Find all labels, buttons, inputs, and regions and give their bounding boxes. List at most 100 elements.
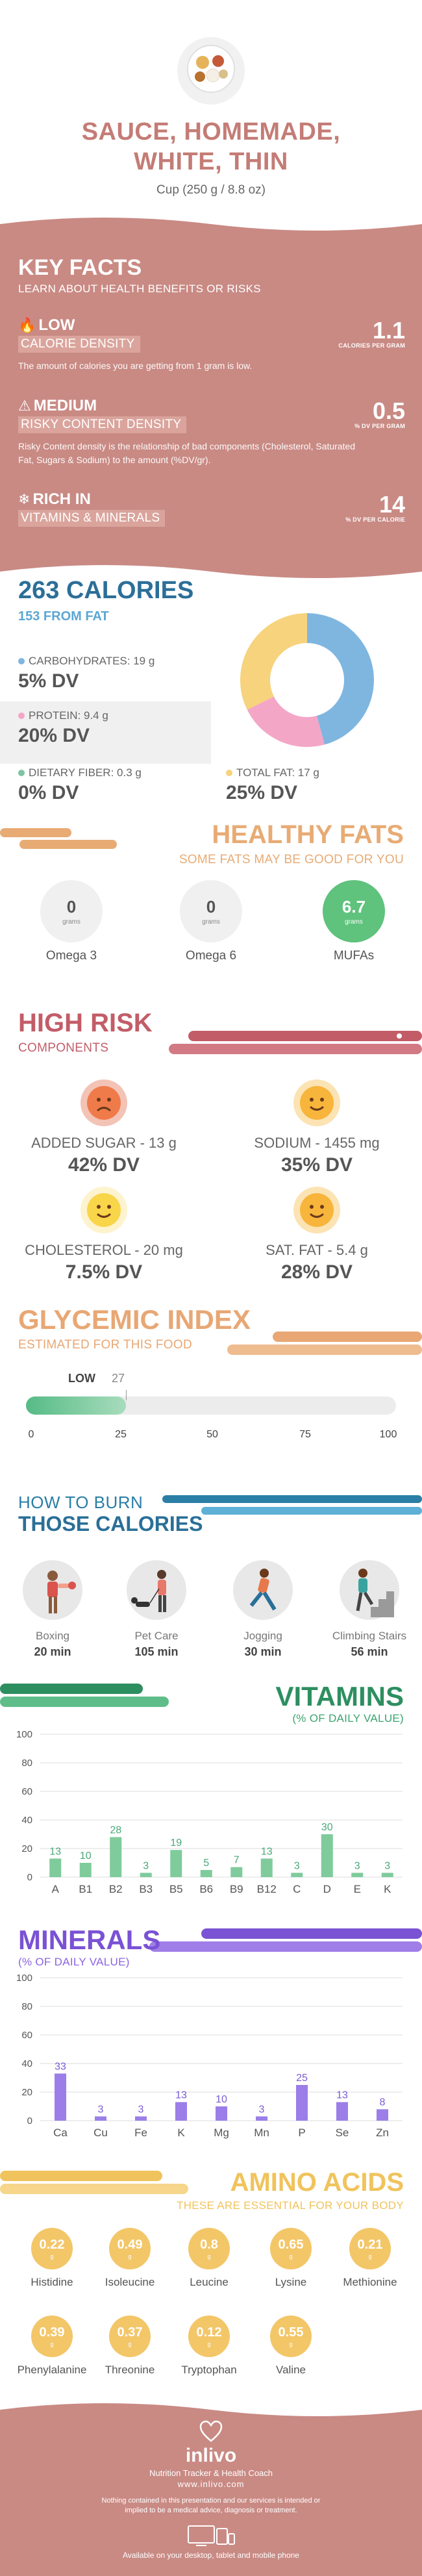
key-fact-level: LOW [38,316,75,334]
amino-acid-label: Valine [276,2364,306,2376]
activity-label: Climbing Stairs [332,1630,407,1642]
amino-acid-valine: 0.55 g Valine [252,2316,330,2377]
fat-unit: grams [345,918,363,926]
amino-acid-label: Methionine [343,2276,397,2288]
high-risk-subtitle: COMPONENTS [18,1041,109,1055]
activity-label: Pet Care [134,1630,179,1642]
amino-acid-circle: 0.37 g [109,2316,151,2357]
risk-label: SODIUM - 1455 mg [254,1135,380,1151]
glycemic-marker [125,1390,127,1400]
key-fact-unit: % DV PER CALORIE [345,516,405,523]
minerals-banner-decoration [149,1928,422,1952]
bar-b2 [110,1837,122,1877]
footer: inlivo Nutrition Tracker & Health Coach … [0,2397,422,2576]
bar-value-label: 25 [296,2073,308,2084]
amino-acid-unit: g [50,2253,54,2260]
y-tick-label: 20 [21,1843,32,1854]
sauce-bowl-icon [177,37,245,105]
calories-section: 263 CALORIES 153 FROM FAT CARBOHYDRATES:… [0,572,422,812]
bar-b1 [79,1863,92,1877]
footer-url[interactable]: www.inlivo.com [177,2479,245,2489]
risk-banner-decoration [169,1031,422,1054]
activity-jogging: Jogging 30 min [214,1559,312,1659]
glycemic-fill [26,1396,126,1415]
macro-dv: 20% DV [18,725,90,746]
bar-se [336,2102,348,2121]
amino-acid-tryptophan: 0.12 g Tryptophan [170,2316,248,2377]
fat-value: 6.7 [341,897,366,916]
glycemic-tick: 100 [379,1429,397,1440]
bar-fe [135,2116,147,2121]
bar-value-label: 3 [143,1860,149,1871]
glycemic-tick: 25 [115,1429,127,1440]
bar-value-label: 10 [80,1850,92,1862]
bar-b12 [260,1858,273,1877]
smile-face-icon [81,1187,127,1233]
bar-p [296,2085,308,2121]
y-tick-label: 80 [21,1758,32,1769]
activity-minutes: 56 min [351,1645,388,1658]
amino-banner-decoration [0,2171,188,2194]
y-tick-label: 60 [21,2030,32,2041]
amino-acid-value: 0.39 [39,2325,65,2340]
key-fact-calorie-density: 🔥 LOW CALORIE DENSITY The amount of calor… [18,316,405,373]
x-category-label: B2 [109,1883,123,1895]
y-tick-label: 40 [21,2058,32,2069]
macro-donut-chart [240,613,374,747]
amino-acid-value: 0.12 [196,2325,222,2340]
footer-devices: Available on your desktop, tablet and mo… [123,2551,299,2560]
amino-acid-label: Lysine [275,2276,307,2288]
bar-c [291,1873,303,1877]
fat-dot-icon [226,770,232,776]
macro-protein: PROTEIN: 9.4 g 20% DV [18,709,108,747]
amino-acid-value: 0.49 [117,2238,143,2252]
x-category-label: B1 [79,1883,92,1895]
bar-value-label: 13 [175,2090,187,2101]
x-category-label: Mg [214,2127,229,2139]
bar-k [381,1873,393,1877]
activity-boxing: Boxing 20 min [4,1559,101,1659]
bar-value-label: 10 [216,2094,227,2105]
bar-b5 [170,1850,182,1877]
climbing-stairs-icon [340,1560,399,1620]
amino-acid-value: 0.21 [357,2238,383,2252]
vitamins-banner-decoration [0,1684,169,1707]
high-risk-title: HIGH RISK [18,1009,153,1037]
amino-acid-unit: g [128,2341,132,2347]
x-category-label: D [323,1883,331,1895]
amino-acid-label: Histidine [31,2276,73,2288]
bar-value-label: 28 [110,1825,121,1836]
donut-protein-slice [240,613,374,747]
page-title: SAUCE, HOMEMADE, WHITE, THIN [0,117,422,177]
fat-value: 0 [206,897,216,916]
boxing-icon [23,1560,82,1620]
macro-label: TOTAL FAT: 17 g [236,766,319,779]
amino-acid-unit: g [368,2253,372,2260]
x-category-label: B12 [257,1883,277,1895]
bar-cu [95,2116,106,2121]
amino-acid-circle: 0.65 g [270,2228,312,2269]
macro-carbohydrates: CARBOHYDRATES: 19 g 5% DV [18,655,155,692]
amino-acid-phenylalanine: 0.39 g Phenylalanine [13,2316,91,2377]
amino-acid-circle: 0.22 g [31,2228,73,2269]
key-fact-label: CALORIE DENSITY [18,336,140,353]
fat-circle: 0 grams [180,880,242,942]
x-category-label: Fe [134,2127,147,2139]
y-tick-label: 0 [27,1872,32,1883]
activity-minutes: 20 min [34,1645,71,1658]
amino-acid-unit: g [289,2341,293,2347]
amino-acid-methionine: 0.21 g Methionine [331,2228,409,2289]
healthy-fats-section: HEALTHY FATS SOME FATS MAY BE GOOD FOR Y… [0,815,422,991]
x-category-label: Zn [376,2127,389,2139]
vitamins-title: VITAMINS [275,1681,404,1711]
macro-label: DIETARY FIBER: 0.3 g [29,766,142,779]
bar-zn [377,2109,388,2121]
glycemic-tick: 50 [206,1429,218,1440]
key-fact-label: VITAMINS & MINERALS [18,510,166,527]
fat-unit: grams [62,918,81,926]
amino-acid-label: Leucine [190,2276,229,2288]
x-category-label: A [52,1883,60,1895]
amino-acid-label: Phenylalanine [17,2364,87,2376]
key-fact-unit: CALORIES PER GRAM [338,342,405,349]
fat-circle: 6.7 grams [323,880,385,942]
